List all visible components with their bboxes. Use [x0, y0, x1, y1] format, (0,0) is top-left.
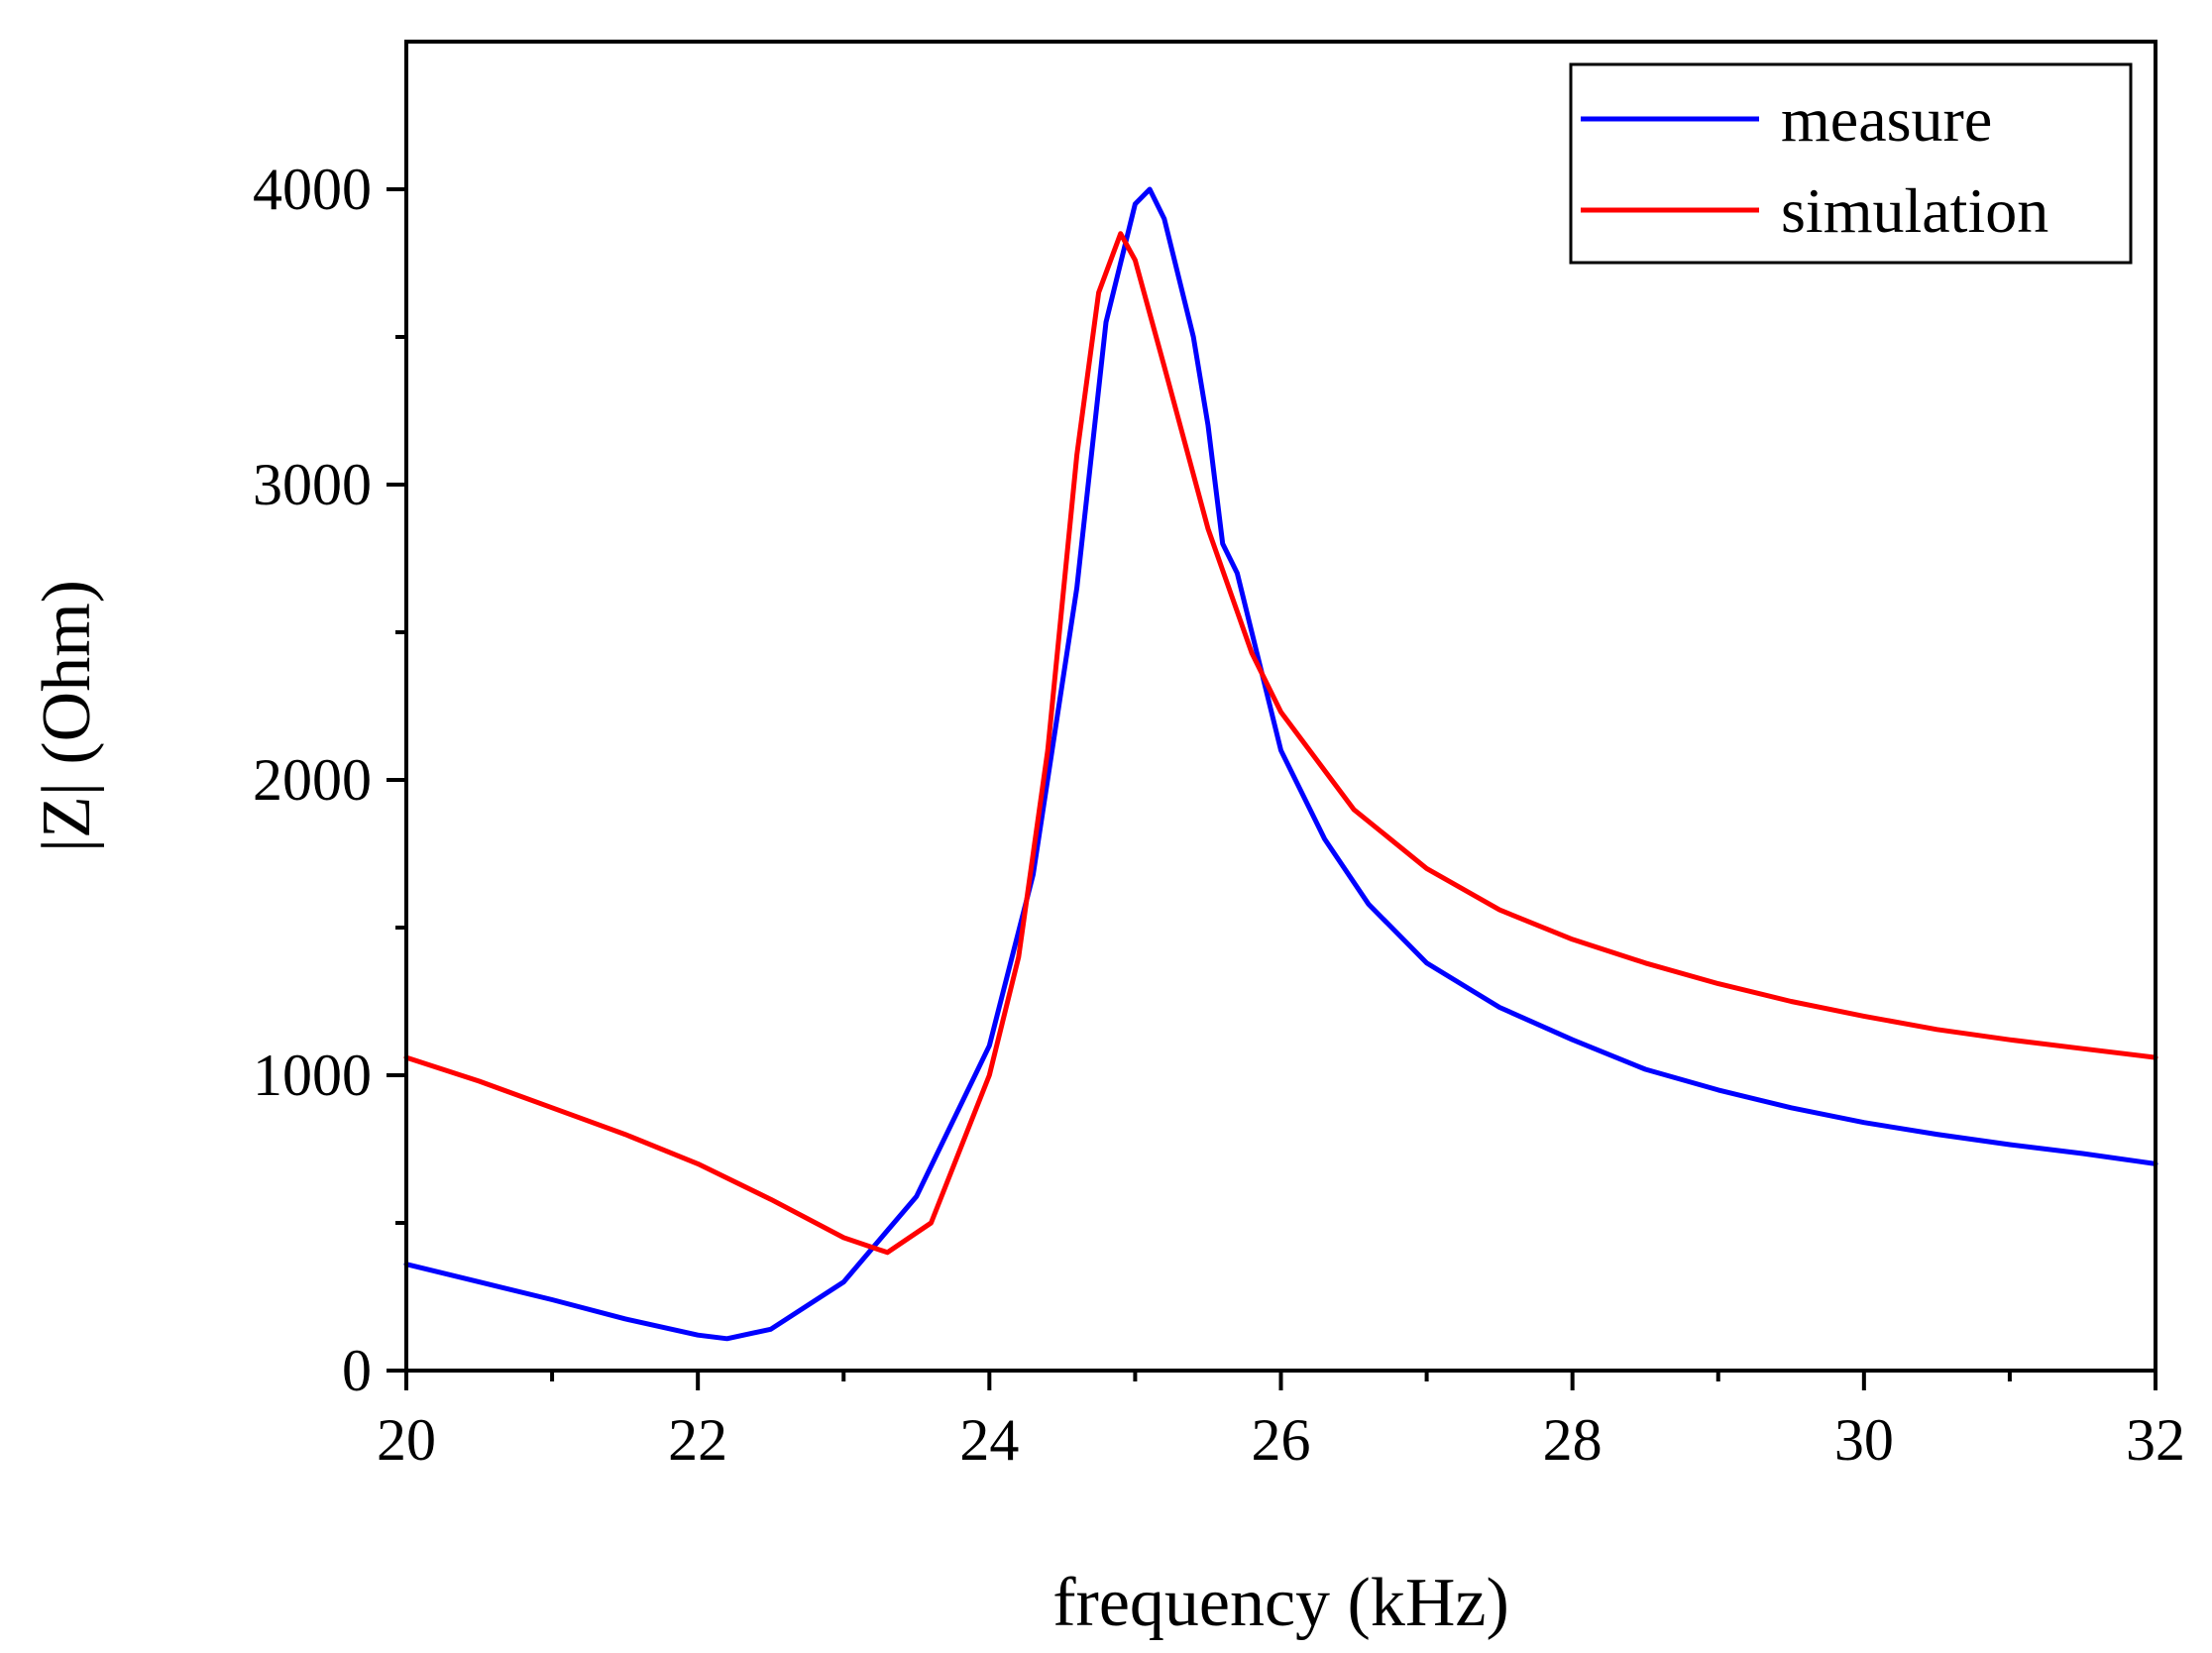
legend-label-measure: measure [1781, 84, 1992, 155]
x-tick-label: 28 [1543, 1407, 1603, 1473]
x-tick-label: 22 [668, 1407, 727, 1473]
x-tick-label: 26 [1252, 1407, 1311, 1473]
plot-area [403, 186, 2158, 1342]
x-tick-label: 32 [2126, 1407, 2185, 1473]
y-tick-label: 0 [342, 1338, 372, 1403]
x-tick-label: 24 [959, 1407, 1019, 1473]
series-line-simulation [403, 231, 2158, 1256]
series-line-measure [403, 186, 2158, 1342]
legend-label-simulation: simulation [1781, 175, 2048, 246]
legend: measure simulation [1569, 62, 2133, 265]
y-axis-title: |Z| (Ohm) [29, 580, 105, 852]
y-tick-label: 1000 [253, 1043, 372, 1108]
y-tick-label: 2000 [253, 747, 372, 813]
x-tick-label: 30 [1834, 1407, 1894, 1473]
axes: 20 22 24 26 28 30 32 0 1000 2000 3000 4000 [253, 40, 2185, 1473]
x-axis-title: frequency (kHz) [1052, 1565, 1509, 1641]
y-tick-label: 3000 [253, 452, 372, 517]
x-tick-label: 20 [377, 1407, 436, 1473]
y-tick-label: 4000 [253, 157, 372, 222]
legend-box [1569, 62, 2133, 265]
